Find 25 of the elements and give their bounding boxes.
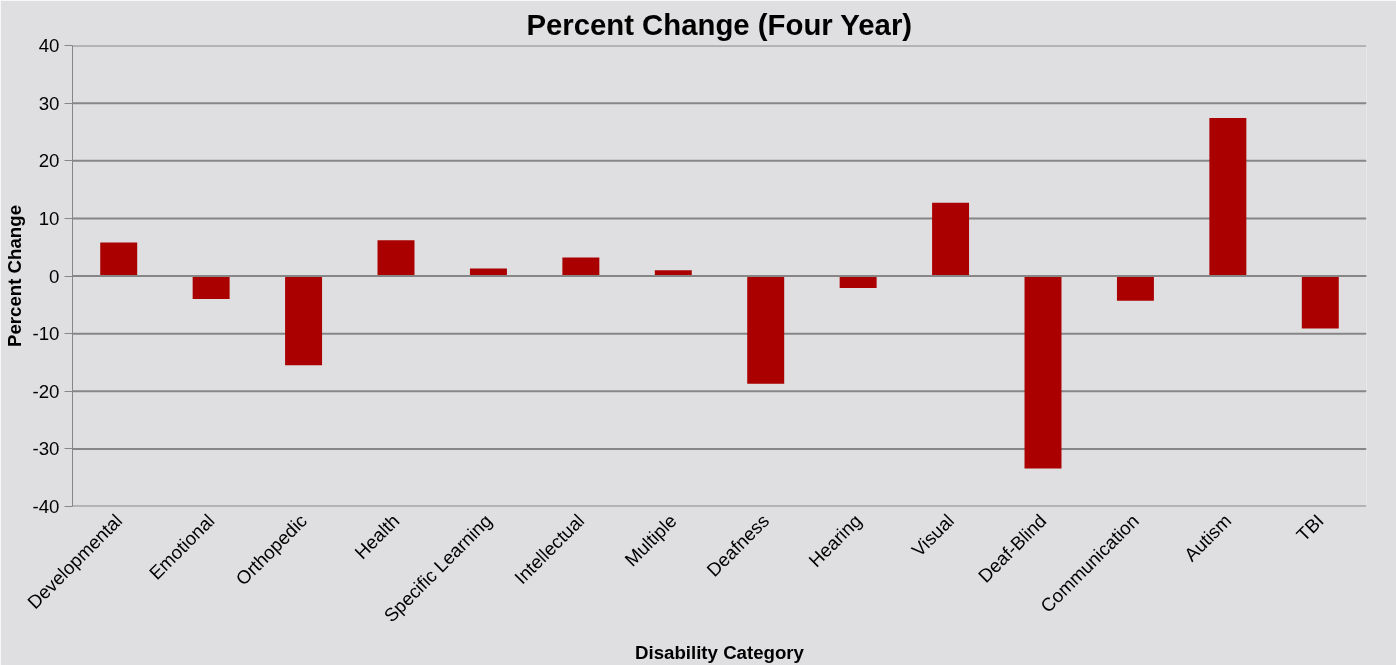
bar — [377, 240, 415, 276]
chart-title: Percent Change (Four Year) — [526, 7, 913, 41]
bar — [285, 276, 323, 366]
bar — [839, 276, 877, 289]
bar — [1116, 276, 1154, 301]
y-tick-label: 40 — [38, 35, 60, 56]
bar — [747, 276, 785, 384]
y-tick-label: 30 — [38, 92, 60, 114]
y-tick-label: -30 — [32, 438, 60, 460]
y-tick-label: 10 — [38, 207, 60, 229]
bar — [562, 257, 600, 276]
bar — [192, 276, 230, 300]
y-tick-label: 20 — [38, 150, 60, 172]
y-tick-label: -20 — [32, 380, 60, 402]
y-tick-label: 0 — [49, 265, 60, 287]
y-tick-label: -40 — [32, 496, 60, 517]
y-tick-label: -10 — [32, 323, 60, 345]
bar — [100, 242, 138, 276]
bar — [1024, 276, 1062, 469]
bar — [932, 202, 970, 276]
y-axis-title: Percent Change — [3, 204, 25, 348]
x-axis-title: Disability Category — [635, 641, 805, 663]
x-tick-label: TBI — [1292, 510, 1328, 546]
bar — [1209, 118, 1247, 276]
bar — [1301, 276, 1339, 329]
